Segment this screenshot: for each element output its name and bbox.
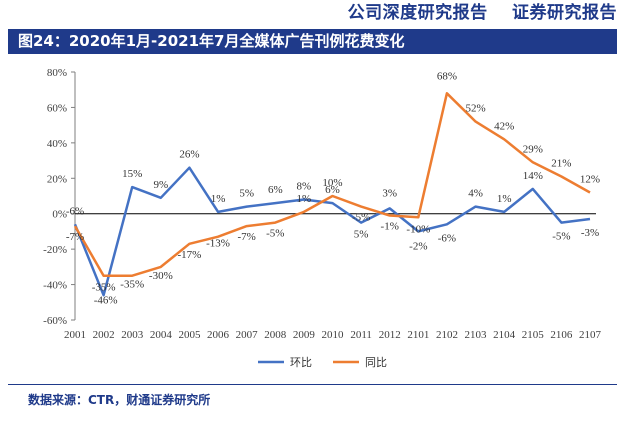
data-label: 29% bbox=[523, 143, 543, 155]
x-tick-label: 2008 bbox=[264, 329, 287, 341]
data-label: 5% bbox=[239, 188, 254, 200]
legend-label: 同比 bbox=[365, 356, 387, 369]
data-label: 4% bbox=[468, 188, 483, 200]
y-tick-label: -20% bbox=[43, 244, 67, 256]
data-label: 1% bbox=[211, 193, 226, 205]
x-tick-label: 2009 bbox=[293, 329, 316, 341]
line-chart: -60% -40% -20% 0% 20% 40% 60% 80% 2001 2002 2003 20… bbox=[43, 67, 602, 369]
y-tick-label: 40% bbox=[47, 138, 67, 150]
data-label: -5% bbox=[352, 212, 370, 224]
data-label: -13% bbox=[206, 238, 230, 250]
x-tick-label: 2102 bbox=[436, 329, 458, 341]
data-label: 21% bbox=[551, 158, 571, 170]
x-tick-label: 2011 bbox=[350, 329, 372, 341]
data-label: -6% bbox=[66, 205, 84, 217]
x-tick-label: 2103 bbox=[465, 329, 488, 341]
x-tick-label: 2005 bbox=[178, 329, 201, 341]
data-label: 12% bbox=[580, 173, 600, 185]
series-line-yoy bbox=[73, 92, 591, 277]
y-tick-label: 0% bbox=[52, 209, 67, 221]
data-label: 8% bbox=[297, 181, 312, 193]
data-label: 6% bbox=[325, 184, 340, 196]
data-label: 5% bbox=[354, 229, 369, 241]
x-tick-label: 2007 bbox=[236, 329, 259, 341]
data-label: 10% bbox=[322, 177, 342, 189]
x-tick-label: 2002 bbox=[93, 329, 115, 341]
data-label: -1% bbox=[381, 220, 399, 232]
data-label: 68% bbox=[437, 70, 457, 82]
x-tick-label: 2004 bbox=[150, 329, 173, 341]
data-label: -5% bbox=[266, 228, 284, 240]
data-label: -35% bbox=[120, 279, 144, 291]
data-label: 42% bbox=[494, 120, 514, 132]
data-label: -7% bbox=[238, 231, 256, 243]
y-tick-label: -60% bbox=[43, 315, 67, 327]
x-tick-label: 2006 bbox=[207, 329, 230, 341]
legend-label: 环比 bbox=[290, 356, 312, 369]
data-label: -5% bbox=[552, 231, 570, 243]
y-tick-label: 20% bbox=[47, 173, 67, 185]
data-label: 15% bbox=[122, 168, 142, 180]
data-label: -7% bbox=[66, 231, 84, 243]
y-tick-label: -40% bbox=[43, 280, 67, 292]
x-tick-label: 2012 bbox=[379, 329, 401, 341]
x-tick-label: 2105 bbox=[522, 329, 545, 341]
data-label: 6% bbox=[268, 184, 283, 196]
footer-divider bbox=[8, 384, 617, 385]
data-label: 26% bbox=[179, 149, 199, 161]
data-label: -46% bbox=[94, 295, 118, 307]
data-label: -17% bbox=[178, 249, 202, 261]
series-line-mom bbox=[73, 166, 591, 297]
x-tick-label: 2101 bbox=[407, 329, 429, 341]
report-header: 公司深度研究报告 证券研究报告 bbox=[330, 0, 617, 26]
data-label: 3% bbox=[382, 187, 397, 199]
y-tick-label: 80% bbox=[47, 67, 67, 79]
data-label: -6% bbox=[438, 232, 456, 244]
data-label: 9% bbox=[153, 179, 168, 191]
x-tick-label: 2001 bbox=[64, 329, 86, 341]
data-label: 52% bbox=[465, 103, 485, 115]
x-tick-label: 2010 bbox=[322, 329, 345, 341]
data-source: 数据来源：CTR，财通证券研究所 bbox=[28, 393, 211, 407]
data-label: -30% bbox=[149, 270, 173, 282]
securities-report-label: 证券研究报告 bbox=[512, 3, 617, 23]
data-label: 1% bbox=[497, 193, 512, 205]
chart-title: 图24：2020年1月-2021年7月全媒体广告刊例花费变化 bbox=[8, 29, 617, 54]
data-label: -35% bbox=[92, 282, 116, 294]
x-tick-label: 2106 bbox=[550, 329, 573, 341]
data-label: -10% bbox=[406, 223, 430, 235]
data-label: -3% bbox=[581, 227, 599, 239]
data-label: 1% bbox=[297, 193, 312, 205]
company-report-label: 公司深度研究报告 bbox=[347, 3, 488, 23]
x-tick-label: 2104 bbox=[493, 329, 516, 341]
x-tick-label: 2107 bbox=[579, 329, 602, 341]
data-label: -2% bbox=[409, 240, 427, 252]
x-tick-label: 2003 bbox=[121, 329, 144, 341]
data-label: 14% bbox=[523, 170, 543, 182]
y-tick-label: 60% bbox=[47, 102, 67, 114]
